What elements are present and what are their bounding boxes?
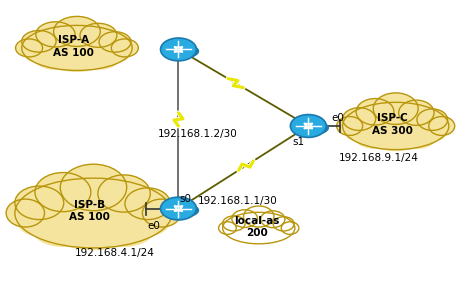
Ellipse shape [16, 39, 43, 57]
Ellipse shape [60, 164, 127, 211]
Ellipse shape [417, 109, 447, 130]
Ellipse shape [49, 51, 104, 72]
Ellipse shape [232, 210, 257, 228]
Circle shape [161, 38, 197, 61]
Ellipse shape [35, 173, 91, 212]
Ellipse shape [224, 226, 244, 238]
Ellipse shape [15, 178, 172, 248]
Ellipse shape [342, 108, 376, 130]
Ellipse shape [356, 98, 394, 125]
Ellipse shape [54, 16, 100, 46]
Ellipse shape [244, 206, 274, 227]
Text: ISP-C
AS 300: ISP-C AS 300 [372, 113, 413, 136]
Ellipse shape [36, 22, 75, 47]
Ellipse shape [354, 125, 396, 149]
Ellipse shape [223, 212, 295, 244]
Ellipse shape [24, 45, 54, 63]
Ellipse shape [100, 45, 130, 63]
Ellipse shape [223, 216, 245, 231]
Ellipse shape [291, 120, 329, 136]
Ellipse shape [261, 211, 285, 228]
Text: 192.168.4.1/24: 192.168.4.1/24 [75, 248, 155, 258]
Circle shape [290, 115, 326, 137]
Ellipse shape [98, 175, 150, 212]
Ellipse shape [281, 222, 299, 234]
Ellipse shape [6, 199, 45, 227]
Text: e0: e0 [147, 221, 161, 231]
Ellipse shape [125, 188, 171, 220]
Ellipse shape [429, 117, 455, 135]
Ellipse shape [369, 129, 422, 151]
Text: local-as
200: local-as 200 [234, 216, 279, 238]
Text: e0: e0 [331, 113, 344, 123]
Circle shape [161, 197, 197, 220]
Ellipse shape [218, 222, 236, 234]
Ellipse shape [274, 226, 294, 238]
Text: 192.168.1.2/30: 192.168.1.2/30 [158, 129, 238, 139]
Ellipse shape [399, 100, 434, 125]
Ellipse shape [142, 199, 181, 227]
Ellipse shape [373, 93, 418, 125]
Text: s0: s0 [180, 194, 192, 204]
Ellipse shape [241, 230, 277, 245]
Ellipse shape [337, 117, 362, 135]
Ellipse shape [22, 25, 132, 70]
Ellipse shape [344, 123, 374, 142]
Text: ISP-B
AS 100: ISP-B AS 100 [69, 199, 110, 222]
Ellipse shape [418, 123, 447, 142]
Ellipse shape [342, 102, 449, 150]
Ellipse shape [111, 39, 138, 57]
Ellipse shape [32, 212, 94, 247]
Ellipse shape [34, 47, 77, 70]
Ellipse shape [259, 228, 287, 243]
Ellipse shape [22, 31, 56, 52]
Text: ISP-A
AS 100: ISP-A AS 100 [53, 35, 95, 58]
Text: 192.168.9.1/24: 192.168.9.1/24 [339, 153, 419, 163]
Ellipse shape [77, 47, 120, 70]
Ellipse shape [162, 43, 199, 59]
Ellipse shape [54, 218, 133, 250]
Ellipse shape [94, 212, 155, 247]
Ellipse shape [396, 125, 437, 149]
Ellipse shape [231, 228, 259, 243]
Ellipse shape [162, 202, 199, 218]
Ellipse shape [273, 217, 294, 231]
Text: s1: s1 [293, 137, 305, 147]
Text: 192.168.1.1/30: 192.168.1.1/30 [197, 196, 277, 206]
Ellipse shape [80, 23, 117, 47]
Ellipse shape [15, 186, 64, 220]
Ellipse shape [18, 208, 61, 236]
Ellipse shape [99, 32, 131, 52]
Ellipse shape [126, 208, 170, 236]
